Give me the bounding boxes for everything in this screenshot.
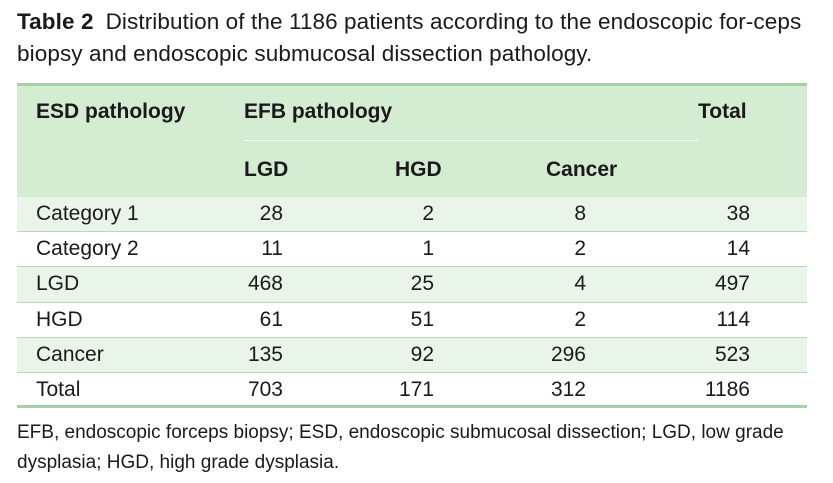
table-row: Category 1 28 2 8 38 [17,197,807,233]
cell-cancer: 8 [574,202,586,225]
cell-cancer: 4 [574,272,586,296]
table-row: Cancer 135 92 296 523 [17,337,807,373]
cell-total: 38 [726,202,750,225]
cell-lgd: 61 [259,307,283,331]
cell-lgd: 28 [259,202,283,225]
cell-lgd: 11 [261,237,283,261]
cell-hgd: 2 [422,202,434,225]
cell-cancer: 296 [550,342,586,366]
cell-cancer: 2 [574,237,586,261]
cell-hgd: 1 [422,237,434,261]
table-header: ESD pathology EFB pathology Total LGD HG… [17,83,807,197]
row-label: Total [36,377,81,401]
cell-cancer: 312 [550,377,586,401]
header-total: Total [698,100,747,123]
table-row: Category 2 11 1 2 14 [17,232,807,268]
caption-text: Distribution of the 1186 patients accord… [17,9,802,66]
row-label: Category 1 [36,202,139,225]
table-caption: Table 2 Distribution of the 1186 patients… [17,6,817,70]
cell-total: 497 [714,272,750,296]
cell-lgd: 468 [247,272,283,296]
cell-total: 114 [716,307,750,331]
cell-hgd: 92 [410,342,434,366]
header-hgd: HGD [395,158,442,181]
cell-total: 14 [726,237,750,261]
row-label: Cancer [36,342,104,366]
cell-cancer: 2 [574,307,586,331]
data-table: ESD pathology EFB pathology Total LGD HG… [17,83,807,409]
cell-lgd: 703 [247,377,283,401]
table-number: Table 2 [17,9,94,34]
cell-hgd: 171 [398,377,434,401]
header-lgd: LGD [244,158,289,181]
table-row: Total 703 171 312 1186 [17,372,807,409]
cell-hgd: 51 [410,307,434,331]
header-efb-pathology: EFB pathology [244,100,393,123]
row-label: HGD [36,307,83,331]
header-cancer: Cancer [546,158,618,181]
cell-hgd: 25 [410,272,434,296]
header-span-rule [244,140,698,141]
table-row: LGD 468 25 4 497 [17,267,807,303]
cell-total: 1186 [704,377,750,401]
table-row: HGD 61 51 2 114 [17,302,807,338]
row-label: Category 2 [36,237,139,261]
cell-total: 523 [714,342,750,366]
table-footnote: EFB, endoscopic forceps biopsy; ESD, end… [17,422,784,473]
cell-lgd: 135 [247,342,283,366]
header-esd-pathology: ESD pathology [36,100,186,123]
row-label: LGD [36,272,80,296]
